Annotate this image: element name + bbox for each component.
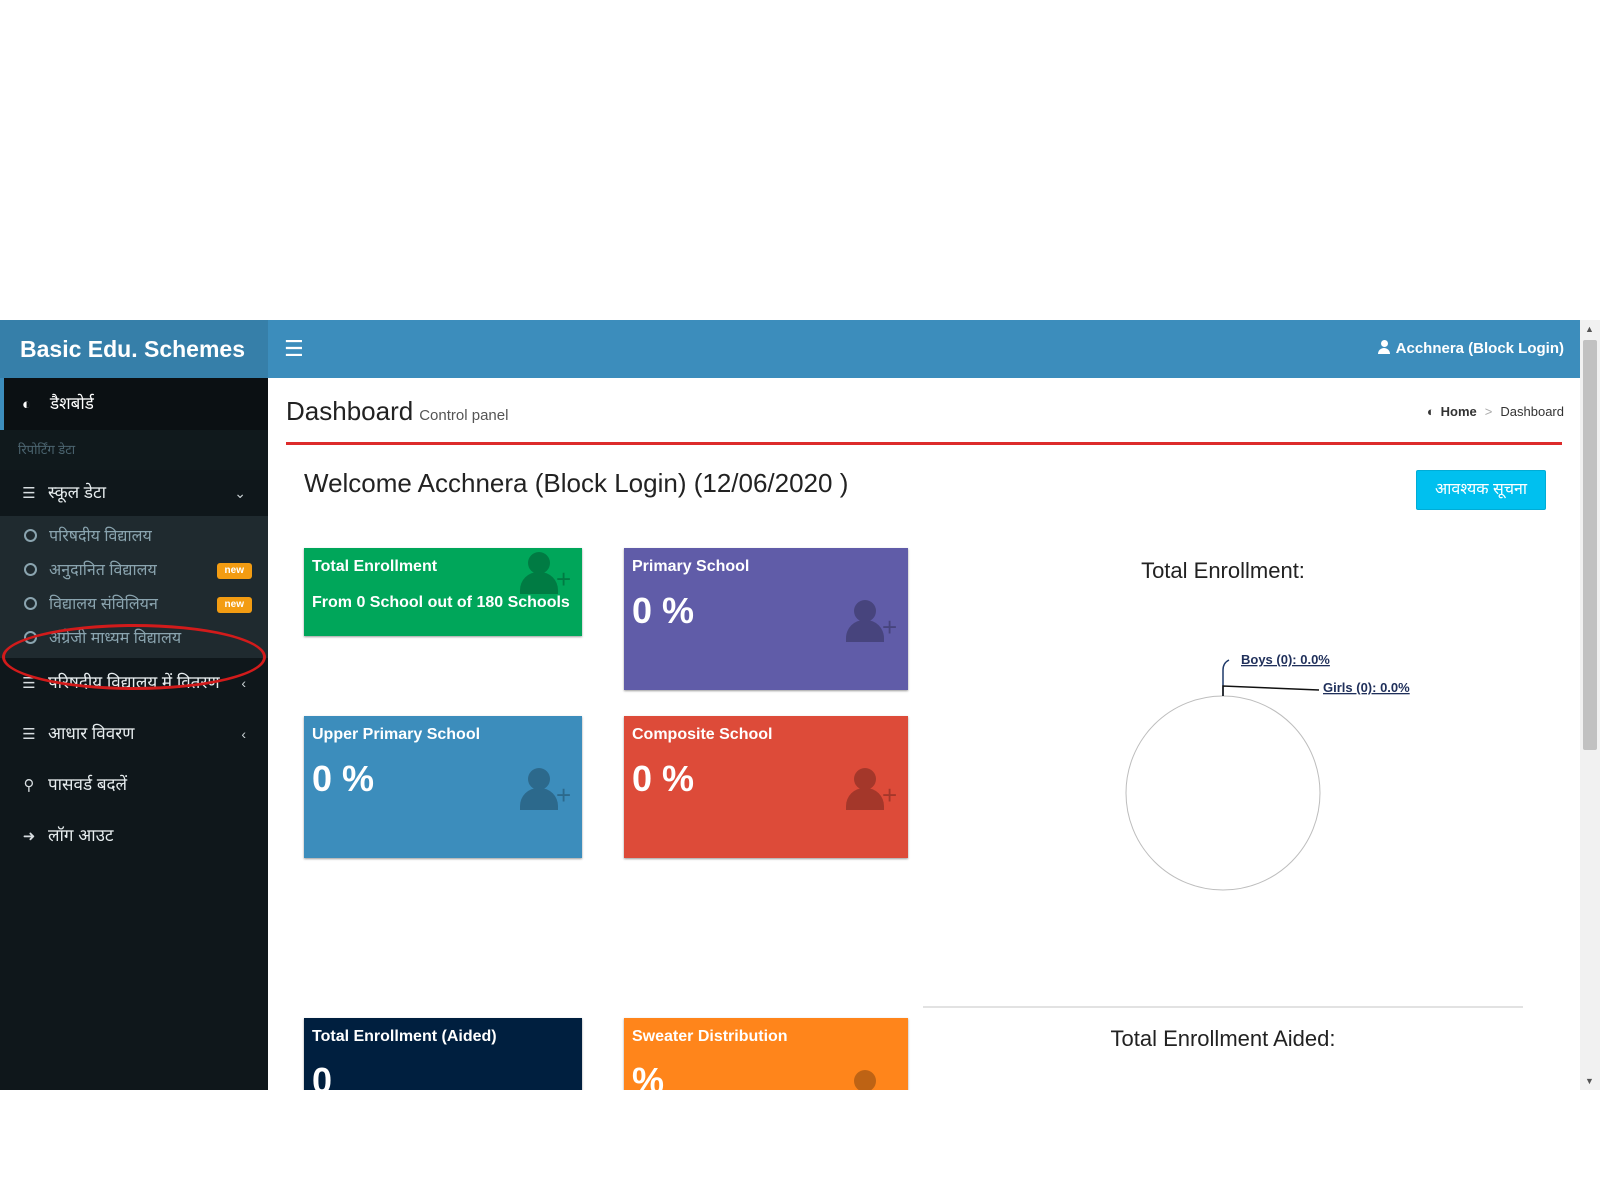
highlight-annotation-oval xyxy=(2,624,266,690)
sidebar-item-label: पासवर्ड बदलें xyxy=(48,775,128,794)
add-user-icon xyxy=(846,1070,896,1090)
circle-icon xyxy=(24,563,37,576)
app-logo[interactable]: Basic Edu. Schemes xyxy=(0,320,268,378)
total-enrollment-aided-box[interactable]: Total Enrollment (Aided) 0 xyxy=(304,1018,582,1090)
box-title: Composite School xyxy=(632,726,773,743)
new-badge: new xyxy=(216,597,252,613)
primary-school-box[interactable]: Primary School 0 % xyxy=(624,548,908,690)
box-title: Primary School xyxy=(632,558,750,575)
submenu-item-parishadiya[interactable]: परिषदीय विद्यालय xyxy=(0,520,268,554)
breadcrumb-separator: > xyxy=(1484,404,1493,419)
header-divider xyxy=(286,442,1562,445)
sidebar-item-label: स्कूल डेटा xyxy=(48,483,106,502)
add-user-icon xyxy=(520,768,570,814)
list-icon: ☰ xyxy=(22,485,36,502)
scrollbar-thumb[interactable] xyxy=(1583,340,1597,750)
dashboard-icon: ◐ xyxy=(22,396,32,413)
breadcrumb-home[interactable]: Home xyxy=(1440,404,1477,419)
sidebar-item-label: डैशबोर्ड xyxy=(50,394,94,413)
breadcrumb-current: Dashboard xyxy=(1500,404,1564,419)
pie-label-boys: Boys (0): 0.0% xyxy=(1241,652,1330,667)
chart-divider xyxy=(923,1006,1523,1008)
submenu-item-anudanit[interactable]: अनुदानित विद्यालय new xyxy=(0,554,268,588)
chevron-left-icon: ‹ xyxy=(241,726,246,742)
scroll-down-arrow-icon[interactable]: ▼ xyxy=(1585,1076,1594,1086)
page-scrollbar[interactable]: ▲ ▼ xyxy=(1580,320,1600,1090)
list-icon: ☰ xyxy=(22,726,36,743)
add-user-icon xyxy=(846,768,896,814)
scroll-up-arrow-icon[interactable]: ▲ xyxy=(1585,324,1594,334)
box-value: 0 % xyxy=(632,758,695,799)
enrollment-chart-title: Total Enrollment: xyxy=(1141,558,1305,583)
box-subtitle: From 0 School out of 180 Schools xyxy=(312,594,570,611)
boys-label-leader xyxy=(1222,659,1230,696)
sidebar: ◐ डैशबोर्ड रिपोर्टिंग डेटा ☰ स्कूल डेटा ⌄ … xyxy=(0,378,268,1090)
sidebar-item-school-data[interactable]: ☰ स्कूल डेटा ⌄ xyxy=(0,470,268,516)
chevron-down-icon: ⌄ xyxy=(234,485,246,501)
submenu-item-label: परिषदीय विद्यालय xyxy=(49,528,152,545)
box-value: 0 % xyxy=(632,590,695,631)
submenu-item-samviliyan[interactable]: विद्यालय संविलियन new xyxy=(0,588,268,622)
enrollment-aided-chart-title: Total Enrollment Aided: xyxy=(1110,1026,1336,1051)
key-icon: ⚲ xyxy=(23,777,35,794)
add-user-icon xyxy=(520,552,570,598)
app-frame: Basic Edu. Schemes ☰ Acchnera (Block Log… xyxy=(0,320,1600,1090)
page-subtitle: Control panel xyxy=(419,407,509,424)
user-icon xyxy=(1377,340,1390,354)
enrollment-pie-chart: Boys (0): 0.0% Girls (0): 0.0% xyxy=(1125,652,1410,891)
sidebar-item-label: लॉग आउट xyxy=(48,826,114,845)
sweater-distribution-box[interactable]: Sweater Distribution % xyxy=(624,1018,908,1090)
sidebar-item-logout[interactable]: ➜ लॉग आउट xyxy=(0,813,268,859)
chevron-left-icon: ‹ xyxy=(241,675,246,691)
top-navbar: ☰ Acchnera (Block Login) xyxy=(268,320,1580,378)
main-content: Dashboard Control panel ◐ Home > Dashboard W… xyxy=(268,378,1580,1090)
dashboard-icon: ◐ xyxy=(1426,404,1435,419)
sign-out-icon: ➜ xyxy=(22,828,36,845)
box-value: % xyxy=(632,1060,665,1090)
submenu-item-label: अनुदानित विद्यालय xyxy=(49,562,157,579)
sidebar-item-aadhar[interactable]: ☰ आधार विवरण ‹ xyxy=(0,711,268,757)
user-menu[interactable]: Acchnera (Block Login) xyxy=(1377,320,1564,378)
list-icon: ☰ xyxy=(22,675,36,692)
sidebar-menu: ◐ डैशबोर्ड रिपोर्टिंग डेटा ☰ स्कूल डेटा ⌄ … xyxy=(0,378,268,1090)
add-user-icon xyxy=(846,600,896,646)
pie-label-girls: Girls (0): 0.0% xyxy=(1323,680,1410,695)
new-badge: new xyxy=(216,563,252,579)
total-enrollment-box[interactable]: Total Enrollment From 0 School out of 18… xyxy=(304,548,582,636)
circle-icon xyxy=(24,529,37,542)
box-title: Sweater Distribution xyxy=(632,1028,788,1045)
page-title: Dashboard Control panel xyxy=(286,396,508,427)
composite-school-box[interactable]: Composite School 0 % xyxy=(624,716,908,858)
box-value: 0 xyxy=(312,1060,333,1090)
pie-outline xyxy=(1125,695,1321,891)
girls-label-leader xyxy=(1222,685,1320,696)
submenu-item-label: विद्यालय संविलियन xyxy=(49,596,158,613)
sidebar-item-label: आधार विवरण xyxy=(48,724,135,743)
box-value: 0 % xyxy=(312,758,375,799)
menu-toggle-icon[interactable]: ☰ xyxy=(284,336,304,361)
box-title: Total Enrollment xyxy=(312,558,438,575)
page-title-text: Dashboard xyxy=(286,396,414,426)
sidebar-item-change-password[interactable]: ⚲ पासवर्ड बदलें xyxy=(0,762,268,808)
sidebar-item-dashboard[interactable]: ◐ डैशबोर्ड xyxy=(0,378,268,430)
box-title: Total Enrollment (Aided) xyxy=(312,1028,497,1045)
user-name: Acchnera (Block Login) xyxy=(1395,340,1564,357)
breadcrumb: ◐ Home > Dashboard xyxy=(1427,404,1564,419)
sidebar-section-header: रिपोर्टिंग डेटा xyxy=(0,430,268,470)
important-notice-button[interactable]: आवश्यक सूचना xyxy=(1416,470,1546,510)
box-title: Upper Primary School xyxy=(312,726,481,743)
circle-icon xyxy=(24,597,37,610)
upper-primary-school-box[interactable]: Upper Primary School 0 % xyxy=(304,716,582,858)
welcome-message: Welcome Acchnera (Block Login) (12/06/20… xyxy=(304,468,849,498)
